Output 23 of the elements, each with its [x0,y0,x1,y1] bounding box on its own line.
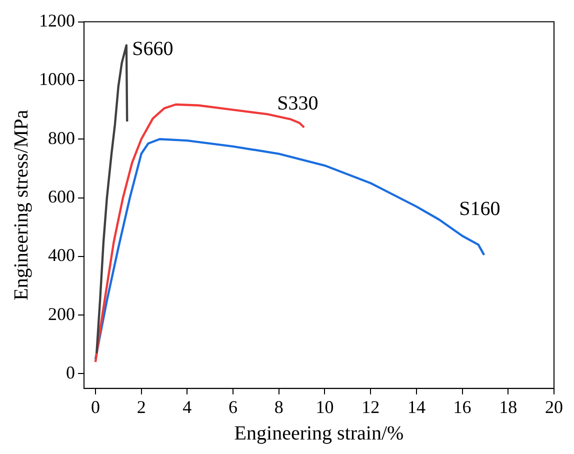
y-tick-label: 800 [48,128,75,148]
x-tick-label: 12 [362,396,380,417]
x-tick-label: 6 [228,396,238,417]
x-tick-label: 0 [90,396,100,417]
x-tick-label: 4 [182,396,192,417]
y-axis-title: Engineering stress/MPa [10,110,32,300]
series-label: S660 [132,38,174,60]
x-tick-label: 18 [499,396,518,417]
series-label: S160 [459,198,500,220]
x-tick-label: 14 [407,396,426,417]
x-axis-title: Engineering strain/% [234,422,404,444]
x-tick-label: 16 [453,396,472,417]
y-tick-label: 1000 [39,69,75,90]
x-tick-label: 2 [136,396,146,417]
y-tick-label: 400 [48,245,75,266]
y-tick-label: 0 [66,362,75,382]
x-tick-label: 20 [545,396,563,417]
x-tick-label: 8 [274,396,284,417]
y-tick-label: 1200 [39,10,75,31]
y-tick-label: 200 [48,304,75,324]
series-label: S330 [277,92,318,115]
y-tick-label: 600 [48,186,75,206]
x-tick-label: 10 [316,396,334,417]
